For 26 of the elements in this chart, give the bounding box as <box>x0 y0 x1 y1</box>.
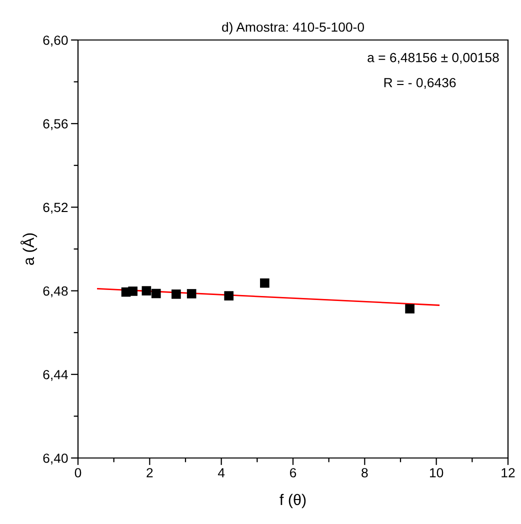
point <box>142 286 152 296</box>
point <box>224 291 234 300</box>
point <box>186 289 196 298</box>
x-tick-label: 4 <box>218 468 225 478</box>
annotation: R = - 0,6436 <box>384 78 456 89</box>
annotation: a = 6,48156 ± 0,00158 <box>368 52 499 64</box>
y-tick-label: 6,56 <box>43 119 68 130</box>
y-tick-label: 6,52 <box>43 202 68 214</box>
y-axis-title: a (Å) <box>20 233 38 265</box>
chart-title: d) Amostra: 410-5-100-0 <box>222 22 364 34</box>
x-tick-label: 12 <box>502 468 515 478</box>
x-tick-label: 10 <box>430 468 444 478</box>
point <box>405 304 414 314</box>
point <box>172 289 181 299</box>
y-tick-label: 6,44 <box>43 370 68 381</box>
y-tick-label: 6,40 <box>43 454 68 464</box>
y-tick-label: 6,48 <box>43 286 68 298</box>
y-tick-label: 6,60 <box>43 36 68 46</box>
point <box>151 288 161 298</box>
x-tick-label: 6 <box>290 468 296 478</box>
x-axis-title: f (θ) <box>280 494 306 508</box>
x-tick-label: 2 <box>146 468 153 478</box>
x-tick-label: 0 <box>74 468 82 478</box>
point <box>128 286 138 296</box>
point <box>260 278 270 288</box>
x-tick-label: 8 <box>362 468 368 478</box>
